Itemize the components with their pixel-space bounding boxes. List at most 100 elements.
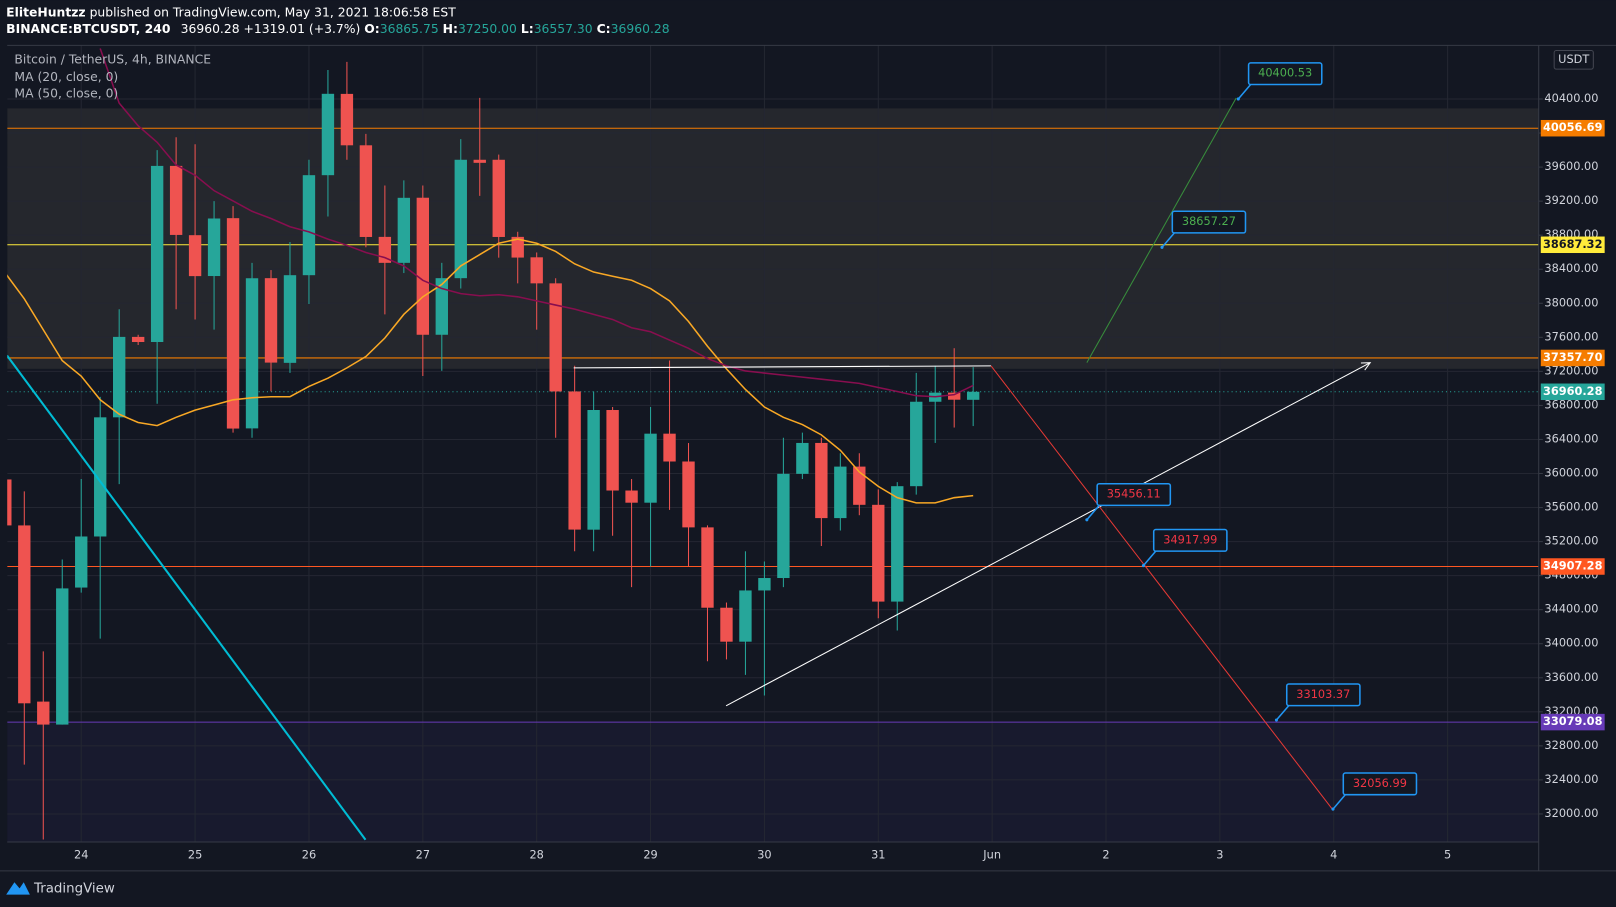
candle-body <box>587 410 600 530</box>
candle-body <box>530 257 543 284</box>
x-tick-label: 24 <box>74 847 88 861</box>
candle-body <box>568 391 581 530</box>
callout-anchor <box>1236 97 1240 101</box>
price-tag <box>1540 349 1605 367</box>
callout-anchor <box>1331 807 1335 811</box>
candle-body <box>226 218 240 429</box>
candle-body <box>18 525 31 704</box>
y-tick-label: 37200.00 <box>1544 363 1598 377</box>
y-tick-label: 39200.00 <box>1544 193 1598 207</box>
price-tag-label: 36960.28 <box>1543 384 1603 398</box>
publisher: EliteHuntzz <box>6 5 85 19</box>
callout-anchor <box>1274 718 1278 722</box>
callout-anchor <box>1141 564 1145 568</box>
price-tag <box>1540 383 1605 401</box>
x-tick-label: 5 <box>1444 847 1451 861</box>
trend-line <box>1086 97 1237 363</box>
x-tick-label: 27 <box>416 847 430 861</box>
callout-label: 34917.99 <box>1163 532 1217 546</box>
trend-line <box>725 362 1371 707</box>
y-tick-label: 38400.00 <box>1544 261 1598 275</box>
c-key: C: <box>597 21 611 35</box>
trend-line <box>990 365 1333 810</box>
price-tag <box>1540 713 1605 731</box>
x-tick-label: 26 <box>302 847 316 861</box>
candle-body <box>663 433 676 462</box>
candle-body <box>131 336 145 342</box>
h-key: H: <box>443 21 458 35</box>
y-tick-label: 39600.00 <box>1544 159 1598 173</box>
o-val: 36865.75 <box>380 21 439 35</box>
y-tick-label: 33600.00 <box>1544 670 1598 684</box>
zone <box>7 108 1539 369</box>
candle-body <box>454 159 467 279</box>
candle-body <box>188 235 202 277</box>
candle-body <box>169 165 183 235</box>
y-tick-label: 34400.00 <box>1544 602 1598 616</box>
y-tick-label: 37600.00 <box>1544 329 1598 343</box>
currency[interactable]: USDT <box>1558 52 1589 66</box>
candle-body <box>910 401 923 487</box>
axes: 32000.0032400.0032800.0033200.0033600.00… <box>74 91 1605 861</box>
callout-pointer <box>1142 550 1157 567</box>
h-val: 37250.00 <box>458 21 517 35</box>
x-tick-label: 25 <box>188 847 202 861</box>
y-tick-label: 34000.00 <box>1544 636 1598 650</box>
candle-body <box>112 336 126 418</box>
header-line: EliteHuntzz published on TradingView.com… <box>6 5 456 19</box>
candle-body <box>511 236 524 258</box>
trend-line <box>573 365 992 369</box>
candle-body <box>75 536 88 588</box>
callout-label: 32056.99 <box>1353 776 1407 790</box>
plot-area: 40400.53 38657.27 35456.11 34917.99 33103.37… <box>7 45 1539 843</box>
ma-line <box>99 48 974 398</box>
x-tick-label: 31 <box>871 847 885 861</box>
candle-body <box>492 159 505 237</box>
x-tick-label: Jun <box>982 847 1001 861</box>
candle-body <box>948 392 961 400</box>
callout-label: 38657.27 <box>1182 214 1236 228</box>
candle-body <box>720 607 733 642</box>
candle-body <box>245 278 259 429</box>
published: published on TradingView.com, May 31, 20… <box>90 5 457 19</box>
price-tag-label: 33079.08 <box>1543 714 1603 728</box>
callout-box <box>1152 528 1228 552</box>
callout-pointer <box>1237 84 1252 100</box>
candle-body <box>473 159 486 163</box>
callout-box <box>1096 482 1172 507</box>
candle-body <box>834 466 847 519</box>
x-tick-label: 28 <box>529 847 543 861</box>
candle-body <box>739 590 752 642</box>
y-tick-label: 32800.00 <box>1544 738 1598 752</box>
candle-body <box>37 701 50 725</box>
candle-body <box>891 486 904 602</box>
candle-body <box>625 490 638 503</box>
callout-pointer <box>1086 504 1100 521</box>
x-tick-label: 3 <box>1216 847 1223 861</box>
candle-body <box>283 275 297 363</box>
candle-body <box>606 410 619 491</box>
header-quote: BINANCE:BTCUSDT, 240 36960.28 +1319.01 (… <box>6 21 670 35</box>
l-key: L: <box>521 21 534 35</box>
symbol: BINANCE:BTCUSDT, 240 <box>6 21 171 35</box>
callout-pointer <box>1275 705 1290 721</box>
currency-box[interactable] <box>1553 50 1594 70</box>
candle-body <box>150 165 164 342</box>
trend-line <box>7 354 367 841</box>
candle-body <box>416 197 430 335</box>
candle-body <box>397 197 411 263</box>
x-tick-label: 4 <box>1330 847 1337 861</box>
brand: TradingView <box>33 881 115 896</box>
candle-body <box>435 278 448 335</box>
zone <box>7 722 1539 843</box>
callout-label: 35456.11 <box>1107 487 1161 501</box>
candle-body <box>682 461 695 528</box>
candle-body <box>359 145 373 237</box>
y-tick-label: 40400.00 <box>1544 91 1598 105</box>
l-val: 36557.30 <box>534 21 593 35</box>
y-tick-label: 36400.00 <box>1544 431 1598 445</box>
candle-body <box>340 93 354 146</box>
y-tick-label: 32000.00 <box>1544 806 1598 820</box>
